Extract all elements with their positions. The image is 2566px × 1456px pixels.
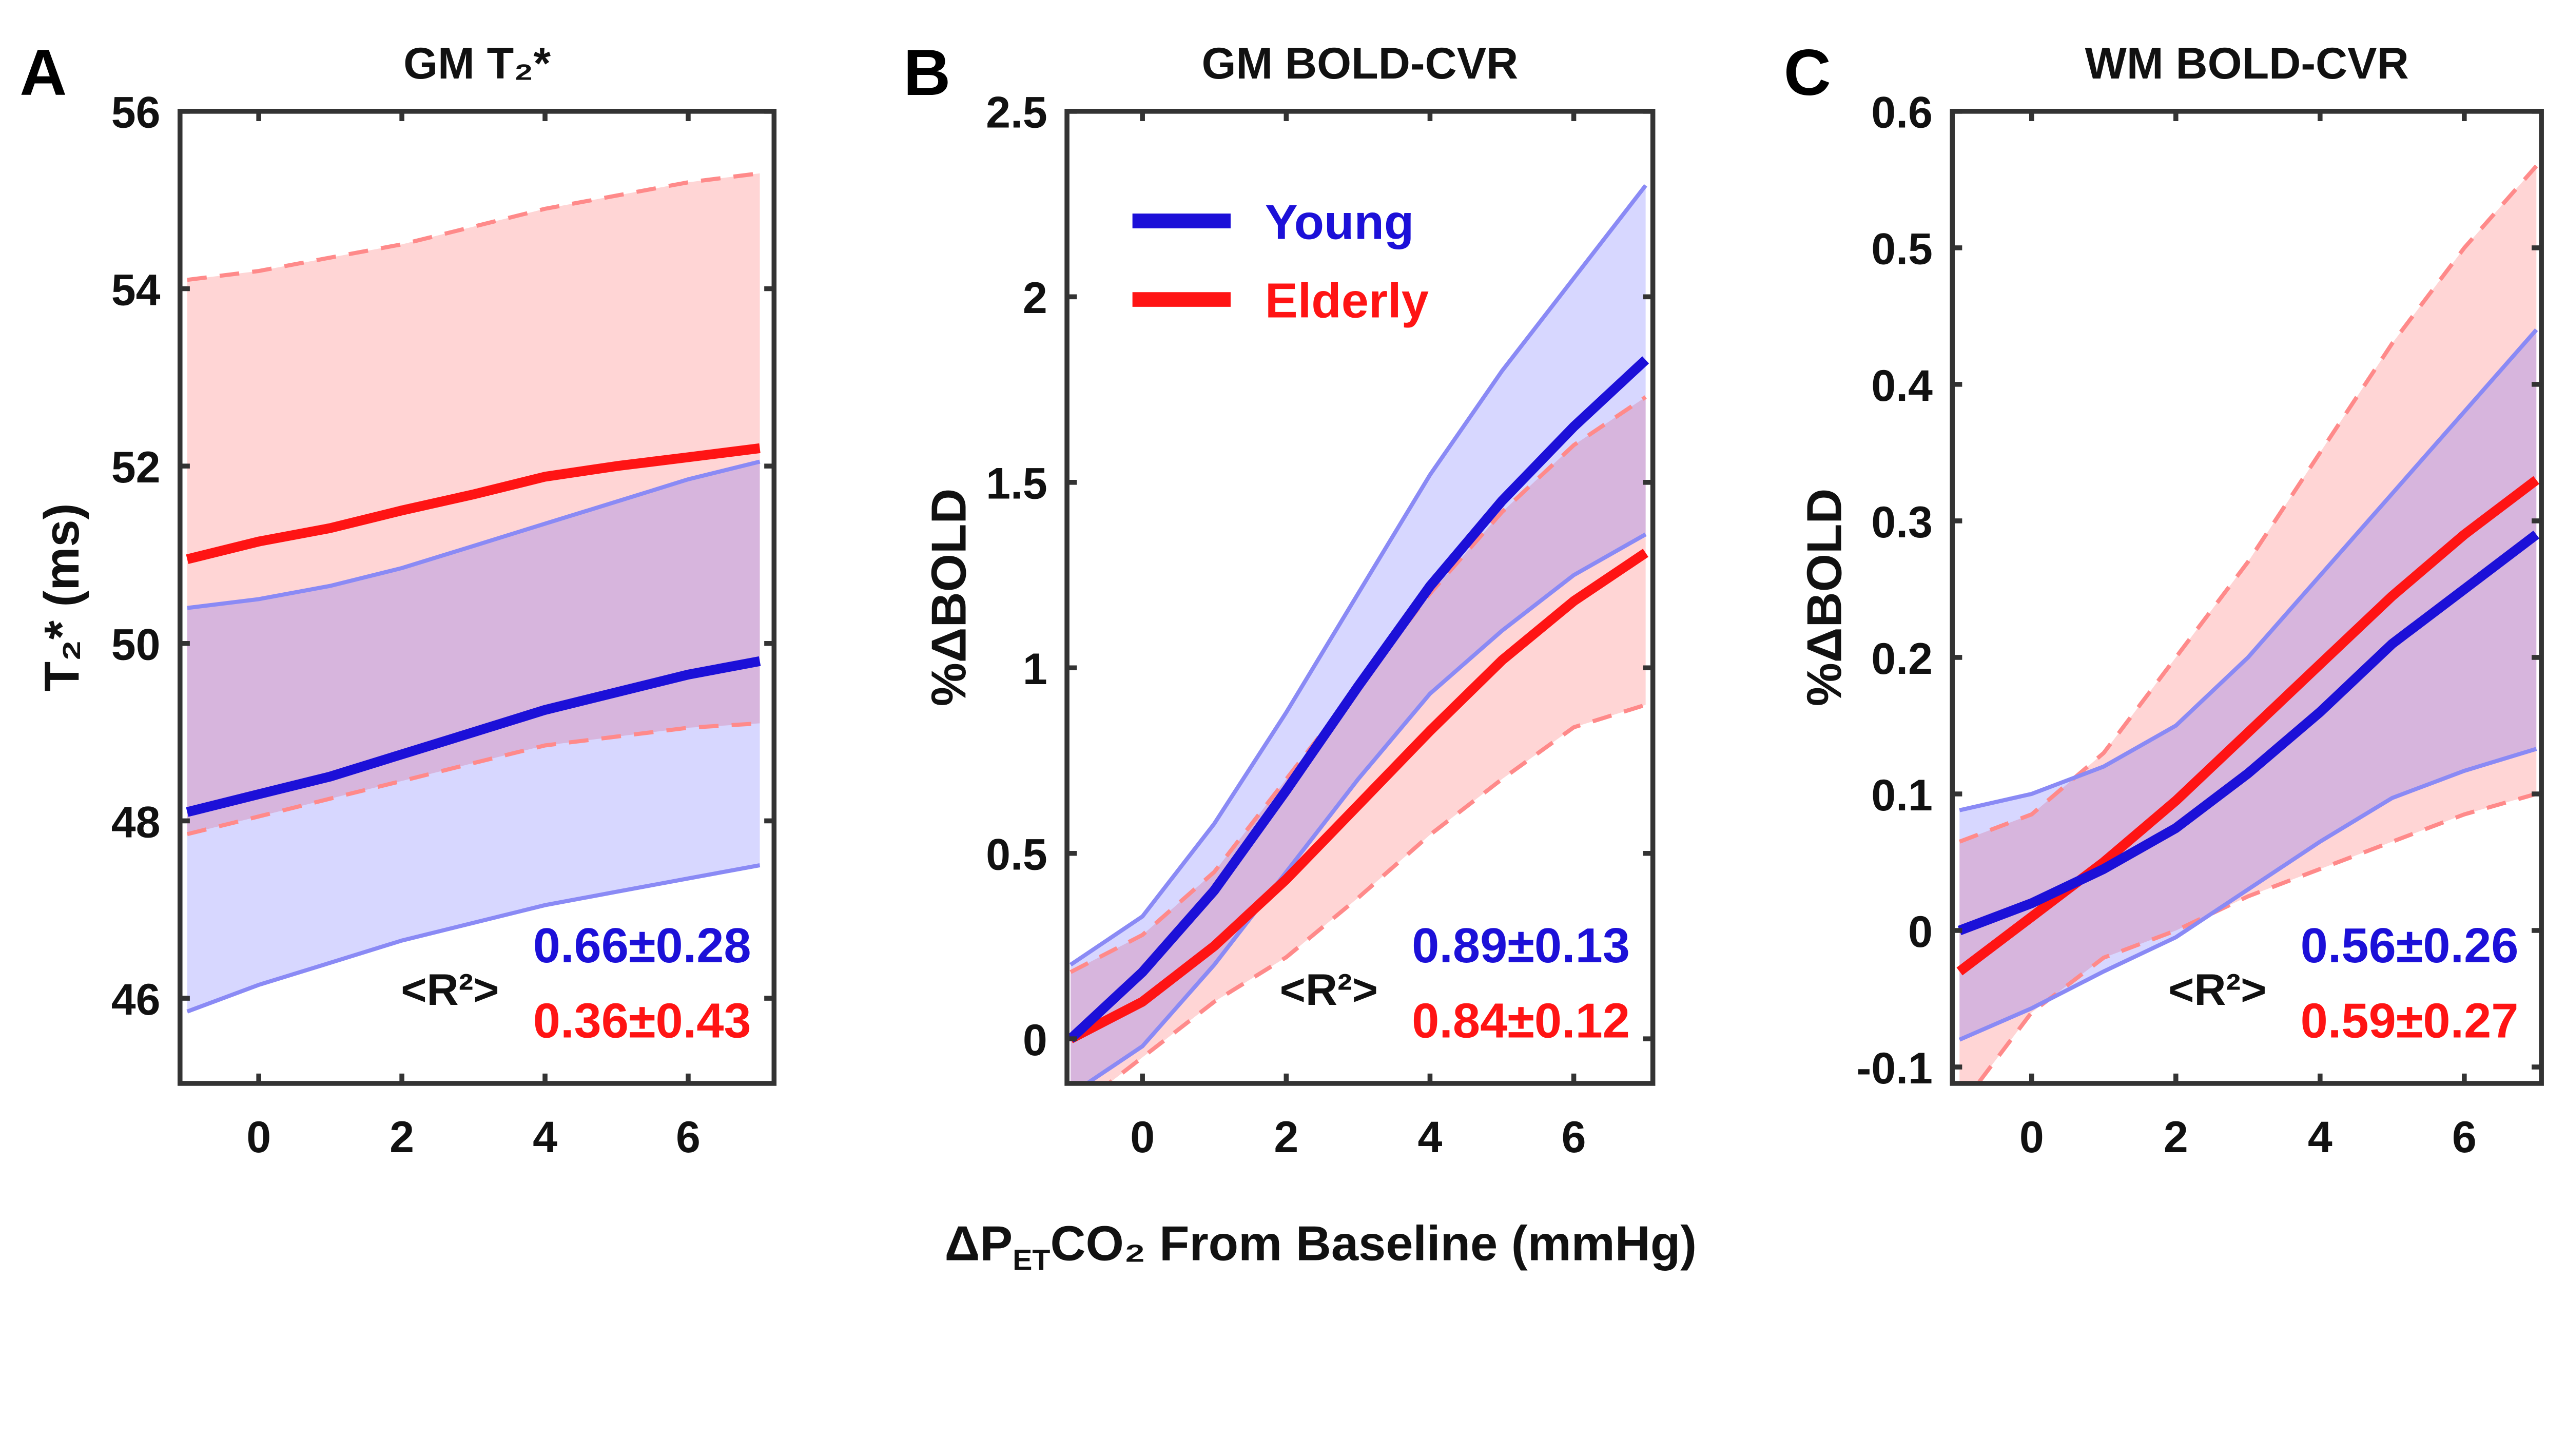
- young-mean-line: [1067, 356, 1649, 1043]
- young-upper-bound-line: [1069, 184, 1647, 967]
- x-tick-label: 6: [2452, 1113, 2477, 1162]
- x-tick-label: 4: [2308, 1113, 2332, 1162]
- young-legend-label: Young: [1265, 195, 1414, 250]
- figure: ΔPETCO₂ From Baseline (mmHg) 0 2 4 64648505…: [20, 36, 2544, 1276]
- elderly-mean-line: [1956, 476, 2540, 976]
- axes-frame: [1950, 109, 2544, 1086]
- x-tick-label: 0: [246, 1113, 271, 1162]
- y-tick-label: 0.1: [1871, 771, 1933, 820]
- y-tick-label: 54: [111, 265, 161, 315]
- axes-frame: [1064, 109, 1656, 1086]
- x-tick-label: 6: [676, 1113, 701, 1162]
- y-axis-label: %ΔBOLD: [921, 488, 976, 706]
- x-label-subscript: ET: [1013, 1244, 1050, 1276]
- young-upper-bound-line: [187, 459, 761, 610]
- y-axis-label: %ΔBOLD: [1797, 488, 1852, 706]
- young-r2-value: 0.89±0.13: [1412, 918, 1630, 973]
- y-tick-label: 1: [1023, 645, 1047, 694]
- young-r2-value: 0.56±0.26: [2301, 918, 2519, 973]
- r2-label: <R²>: [1280, 965, 1378, 1015]
- panel-title: GM BOLD-CVR: [1201, 39, 1518, 88]
- x-tick-label: 2: [2164, 1113, 2188, 1162]
- young-upper-bound-line: [1959, 328, 2538, 812]
- y-axis-label: T₂* (ms): [34, 503, 89, 692]
- plot-area: [1067, 184, 1649, 1083]
- y-tick-label: 1.5: [986, 459, 1047, 509]
- y-tick-label: -0.1: [1857, 1044, 1933, 1093]
- elderly-confidence-band: [1071, 397, 1646, 1083]
- x-tick-label: 0: [1130, 1113, 1155, 1162]
- x-tick-label: 4: [533, 1113, 557, 1162]
- y-tick-label: 0.3: [1871, 498, 1933, 547]
- panel-title: WM BOLD-CVR: [2085, 39, 2409, 88]
- young-lower-bound-line: [1958, 747, 2537, 1042]
- x-tick-label: 2: [390, 1113, 414, 1162]
- young-lower-bound-line: [186, 863, 761, 1014]
- plot-area: [1956, 164, 2540, 1083]
- panel-c: 0 2 4 6 -0.1 0 0.1 0.2 0.3 0.4 0.5 0.6 C WM BOLD-CVR%…: [1784, 36, 2544, 1162]
- y-tick-label: 52: [111, 443, 161, 492]
- y-tick-label: 0.2: [1871, 634, 1933, 684]
- young-mean-line: [186, 656, 761, 817]
- elderly-upper-bound-line: [1958, 164, 2538, 844]
- elderly-r2-value: 0.36±0.43: [533, 994, 751, 1049]
- y-tick-label: 56: [111, 88, 161, 138]
- x-tick-label: 0: [2019, 1113, 2044, 1162]
- y-tick-label: 0.6: [1871, 88, 1933, 138]
- elderly-r2-value: 0.59±0.27: [2301, 994, 2519, 1049]
- panel-letter: C: [1784, 36, 1831, 109]
- panel-letter: A: [20, 36, 67, 109]
- young-mean-line: [1957, 530, 2540, 936]
- y-tick-label: 0: [1023, 1016, 1047, 1065]
- elderly-lower-bound-line: [1105, 703, 1646, 1083]
- young-r2-value: 0.66±0.28: [533, 918, 751, 973]
- panel-letter: B: [903, 36, 950, 109]
- y-tick-label: 2.5: [986, 88, 1047, 138]
- plot-area: [186, 171, 761, 1014]
- elderly-mean-line: [186, 443, 761, 564]
- y-tick-label: 48: [111, 798, 161, 847]
- elderly-mean-line: [1068, 549, 1648, 1043]
- young-confidence-band: [1071, 185, 1646, 1083]
- y-tick-label: 0.5: [1871, 225, 1933, 274]
- x-tick-label: 4: [1418, 1113, 1443, 1162]
- y-tick-label: 46: [111, 975, 161, 1024]
- elderly-lower-bound-line: [186, 721, 760, 837]
- elderly-confidence-band: [1959, 166, 2537, 1083]
- y-tick-label: 2: [1023, 274, 1047, 323]
- x-tick-label: 6: [1562, 1113, 1586, 1162]
- panel-title: GM T₂*: [403, 39, 551, 88]
- legend: Young Elderly: [1132, 195, 1429, 328]
- y-tick-label: 0.5: [986, 830, 1047, 880]
- r2-label: <R²>: [401, 965, 499, 1015]
- y-tick-label: 0: [1908, 907, 1933, 957]
- young-lower-bound-line: [1083, 532, 1647, 1083]
- x-label-delta-p: ΔP: [945, 1216, 1013, 1271]
- y-tick-label: 0.4: [1871, 361, 1933, 411]
- elderly-legend-label: Elderly: [1265, 274, 1429, 328]
- x-label-rest: CO₂ From Baseline (mmHg): [1050, 1216, 1697, 1271]
- r2-label: <R²>: [2168, 965, 2266, 1015]
- y-tick-label: 50: [111, 620, 161, 670]
- panel-b: 0 2 4 6 0 0.5 1 1.5 2 2.5 B GM BOLD-CVR %ΔBOLD 0.89±0…: [903, 36, 1656, 1162]
- elderly-confidence-band: [187, 173, 760, 834]
- axes-frame: [177, 109, 777, 1086]
- x-tick-label: 2: [1274, 1113, 1298, 1162]
- elderly-r2-value: 0.84±0.12: [1412, 994, 1630, 1049]
- shared-x-axis-label: ΔPETCO₂ From Baseline (mmHg): [945, 1216, 1697, 1276]
